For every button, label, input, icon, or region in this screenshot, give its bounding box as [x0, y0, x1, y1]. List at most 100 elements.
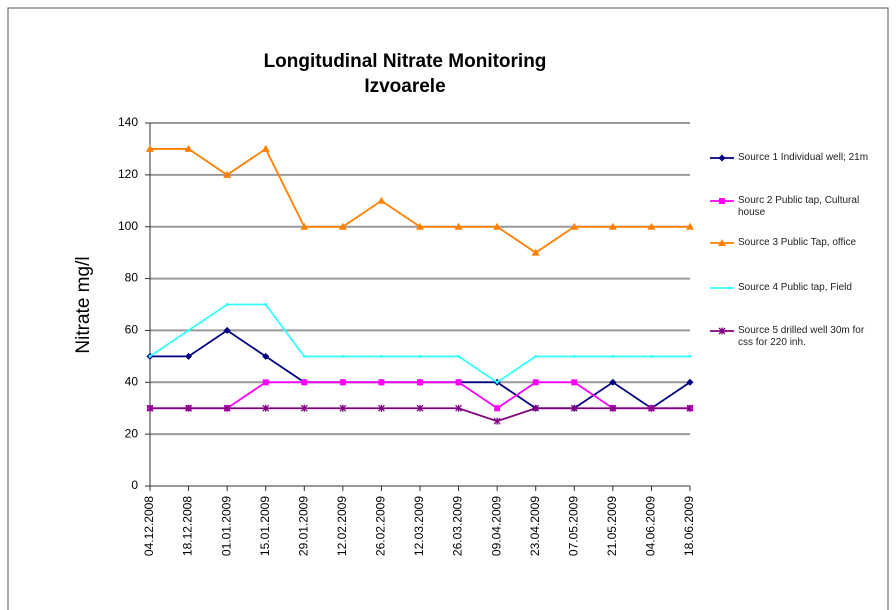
marker: [262, 352, 270, 360]
legend-label: Source 3 Public Tap, office: [738, 237, 857, 248]
marker: [416, 222, 424, 230]
x-tick-label: 04.06.2009: [644, 496, 658, 556]
marker: [377, 404, 385, 412]
marker: [457, 354, 461, 358]
legend-swatch: [710, 287, 734, 289]
marker: [572, 354, 576, 358]
x-tick-label: 07.05.2009: [566, 496, 580, 556]
x-tick-label: 04.12.2008: [142, 496, 156, 556]
y-tick-label: 0: [131, 478, 138, 492]
marker: [379, 354, 383, 358]
legend-label: Source 4 Public tap, Field: [738, 282, 852, 293]
x-tick-label: 21.05.2009: [605, 496, 619, 556]
marker: [454, 222, 463, 230]
marker: [262, 379, 269, 386]
marker: [417, 379, 423, 386]
x-tick-label: 23.04.2009: [528, 496, 542, 556]
x-tick-label: 18.12.2008: [181, 496, 195, 556]
marker: [146, 404, 154, 412]
marker: [608, 222, 617, 230]
y-tick-label: 140: [118, 115, 138, 129]
marker: [378, 379, 385, 386]
marker: [688, 354, 692, 358]
marker: [185, 352, 193, 360]
marker: [531, 248, 540, 256]
legend-label: Source 5 drilled well 30m for css for 22…: [738, 325, 865, 348]
marker: [338, 222, 347, 230]
marker: [301, 379, 308, 386]
marker: [647, 404, 655, 412]
legend-label: Source 1 Individual well; 21m: [738, 152, 869, 163]
legend-swatch: [710, 239, 734, 246]
marker: [719, 198, 725, 204]
marker: [223, 326, 231, 334]
marker: [262, 404, 270, 412]
y-tick-label: 100: [118, 219, 138, 233]
legend-swatch: [710, 154, 734, 162]
y-tick-label: 60: [125, 323, 139, 337]
series-line: [149, 303, 690, 384]
x-tick-label: 26.02.2009: [374, 496, 388, 556]
chart-title: Longitudinal Nitrate Monitoring: [264, 51, 547, 72]
x-tick-label: 01.01.2009: [219, 496, 233, 556]
marker: [495, 380, 499, 384]
marker: [571, 379, 578, 386]
legend-swatch: [710, 198, 734, 204]
marker: [418, 354, 422, 358]
y-tick-label: 20: [125, 426, 139, 440]
marker: [302, 354, 306, 358]
marker: [223, 404, 231, 412]
marker: [686, 404, 694, 412]
series-line: [150, 381, 690, 410]
marker: [185, 404, 193, 412]
marker: [611, 354, 615, 358]
legend-swatch: [710, 327, 734, 335]
marker: [570, 404, 578, 412]
marker: [493, 222, 502, 230]
marker: [184, 144, 193, 152]
marker: [686, 378, 694, 386]
marker: [148, 354, 152, 358]
marker: [264, 303, 268, 306]
marker: [187, 328, 191, 332]
marker: [341, 354, 345, 358]
marker: [339, 379, 346, 386]
marker: [718, 327, 726, 335]
marker: [223, 170, 232, 178]
x-tick-label: 26.03.2009: [451, 496, 465, 556]
marker: [339, 404, 347, 412]
marker: [261, 144, 270, 152]
marker: [649, 354, 653, 358]
marker: [455, 379, 462, 386]
legend-label: Sourc 2 Public tap, Cultural house: [738, 195, 860, 218]
marker: [647, 222, 656, 230]
marker: [609, 378, 617, 386]
marker: [718, 239, 726, 246]
marker: [494, 405, 501, 412]
marker: [300, 404, 308, 412]
y-axis-label: Nitrate mg/l: [73, 256, 94, 353]
chart-subtitle: Izvoarele: [364, 76, 445, 97]
marker: [532, 379, 539, 386]
y-tick-label: 80: [125, 271, 139, 285]
chart-frame: [7, 7, 889, 610]
marker: [455, 404, 463, 412]
marker: [534, 354, 538, 358]
series-line: [150, 147, 690, 254]
marker: [146, 144, 154, 152]
marker: [609, 404, 617, 412]
marker: [532, 404, 540, 412]
y-tick-label: 120: [118, 167, 138, 181]
x-tick-label: 15.01.2009: [258, 496, 272, 556]
marker: [416, 404, 424, 412]
marker: [686, 222, 694, 230]
x-tick-label: 29.01.2009: [296, 496, 310, 556]
marker: [300, 222, 309, 230]
marker: [570, 222, 579, 230]
marker: [225, 303, 229, 306]
x-tick-label: 12.03.2009: [412, 496, 426, 556]
x-tick-label: 09.04.2009: [489, 496, 503, 556]
marker: [377, 196, 386, 204]
